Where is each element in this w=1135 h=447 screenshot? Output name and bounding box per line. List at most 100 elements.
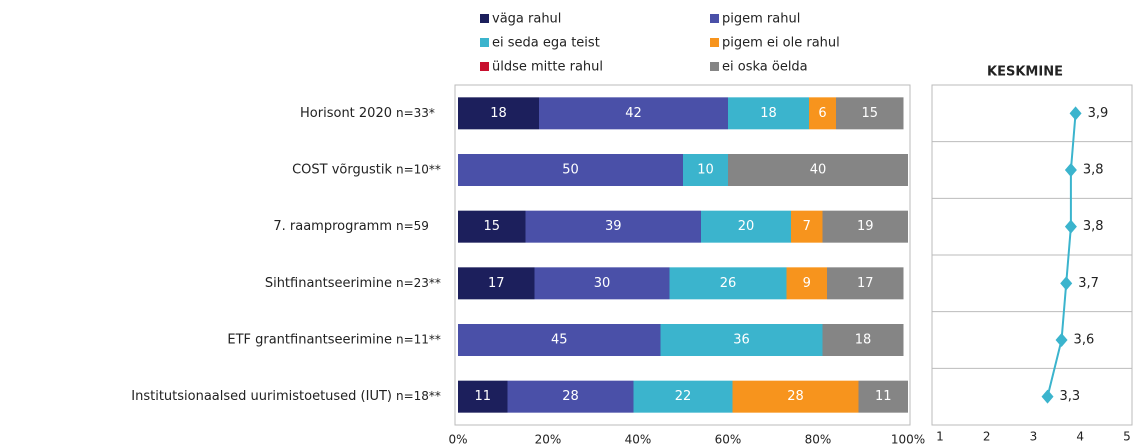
data-label: 9: [803, 276, 811, 291]
bar-segment: [458, 154, 683, 186]
bar-segment: [683, 154, 728, 186]
category-label: 7. raamprogramm: [273, 219, 392, 234]
bar-segment: [458, 210, 526, 243]
bar-segment: [669, 267, 787, 300]
data-label: 10: [697, 163, 714, 178]
bar-segment: [858, 380, 908, 413]
x-tick-label: 5: [1123, 430, 1131, 444]
bar-segment: [791, 210, 823, 243]
legend-swatch: [710, 38, 719, 47]
data-label: 39: [605, 219, 622, 234]
data-label: 3,8: [1083, 219, 1104, 234]
data-label: 3,6: [1074, 333, 1095, 348]
x-tick-label: 100%: [891, 433, 925, 447]
data-label: 18: [490, 106, 507, 121]
bar-segment: [822, 210, 908, 243]
x-tick-label: 80%: [805, 433, 832, 447]
mean-title: KESKMINE: [987, 65, 1063, 80]
x-tick-label: 20%: [535, 433, 562, 447]
x-tick-label: 2: [983, 430, 991, 444]
data-label: 28: [787, 389, 804, 404]
x-tick-label: 4: [1076, 430, 1084, 444]
category-label: Institutsionaalsed uurimistoetused (IUT): [131, 389, 392, 404]
bar-segment: [525, 210, 701, 243]
data-label: 3,7: [1078, 276, 1099, 291]
legend-label: ei oska öelda: [722, 60, 808, 75]
bar-segment: [732, 380, 859, 413]
sample-size: n=33*: [396, 106, 435, 120]
category-label: Sihtfinantseerimine: [265, 276, 392, 291]
x-tick-label: 0%: [448, 433, 467, 447]
mean-marker: [1041, 389, 1054, 404]
category-label: COST võrgustik: [292, 163, 392, 178]
data-label: 20: [738, 219, 755, 234]
mean-marker: [1060, 276, 1073, 291]
legend-label: pigem rahul: [722, 12, 800, 27]
category-label: Horisont 2020: [300, 106, 392, 121]
x-tick-label: 3: [1030, 430, 1038, 444]
x-tick-label: 40%: [625, 433, 652, 447]
bar-segment: [786, 267, 827, 300]
mean-line: [1046, 113, 1077, 397]
bar-segment: [701, 210, 791, 243]
legend-swatch: [480, 38, 489, 47]
bar-segment: [458, 267, 535, 300]
data-label: 17: [488, 276, 505, 291]
data-label: 11: [474, 389, 491, 404]
bar-segment: [539, 97, 728, 130]
data-label: 22: [675, 389, 692, 404]
legend-swatch: [480, 14, 489, 23]
mean-marker: [1069, 106, 1082, 121]
bar-segment: [507, 380, 634, 413]
sample-size: n=23**: [396, 276, 441, 290]
bar-segment: [534, 267, 670, 300]
data-label: 15: [483, 219, 500, 234]
data-label: 50: [562, 163, 579, 178]
data-label: 26: [720, 276, 737, 291]
legend-label: ei seda ega teist: [492, 36, 600, 51]
data-label: 17: [857, 276, 874, 291]
data-label: 18: [855, 333, 872, 348]
legend-label: väga rahul: [492, 12, 561, 27]
data-label: 7: [803, 219, 811, 234]
bar-segment: [809, 97, 836, 130]
legend-label: pigem ei ole rahul: [722, 36, 840, 51]
data-label: 15: [861, 106, 878, 121]
bar-segment: [660, 324, 823, 356]
data-label: 42: [625, 106, 642, 121]
category-label: ETF grantfinantseerimine: [227, 333, 392, 348]
bar-segment: [458, 380, 508, 413]
sample-size: n=11**: [396, 333, 441, 347]
data-label: 6: [818, 106, 826, 121]
data-label: 30: [594, 276, 611, 291]
data-label: 28: [562, 389, 579, 404]
data-label: 18: [760, 106, 777, 121]
legend-swatch: [710, 62, 719, 71]
data-label: 40: [810, 163, 827, 178]
data-label: 36: [733, 333, 750, 348]
data-label: 45: [551, 333, 568, 348]
legend-swatch: [480, 62, 489, 71]
bar-segment: [836, 97, 904, 130]
mean-marker: [1064, 163, 1077, 177]
sample-size: n=10**: [396, 163, 441, 177]
bar-segment: [458, 97, 539, 130]
sample-size: n=59: [396, 219, 429, 233]
legend-label: üldse mitte rahul: [492, 60, 603, 75]
data-label: 19: [857, 219, 874, 234]
data-label: 3,9: [1088, 106, 1109, 121]
bar-segment: [822, 324, 904, 356]
data-label: 3,3: [1060, 389, 1081, 404]
sample-size: n=18**: [396, 389, 441, 403]
bar-segment: [827, 267, 904, 300]
bar-segment: [633, 380, 733, 413]
plot-frame: [454, 84, 911, 426]
mean-marker: [1064, 219, 1077, 234]
legend-swatch: [710, 14, 719, 23]
bar-segment: [728, 154, 908, 186]
data-label: 3,8: [1083, 163, 1104, 178]
x-tick-label: 60%: [715, 433, 742, 447]
bar-segment: [458, 324, 661, 356]
data-label: 11: [875, 389, 892, 404]
